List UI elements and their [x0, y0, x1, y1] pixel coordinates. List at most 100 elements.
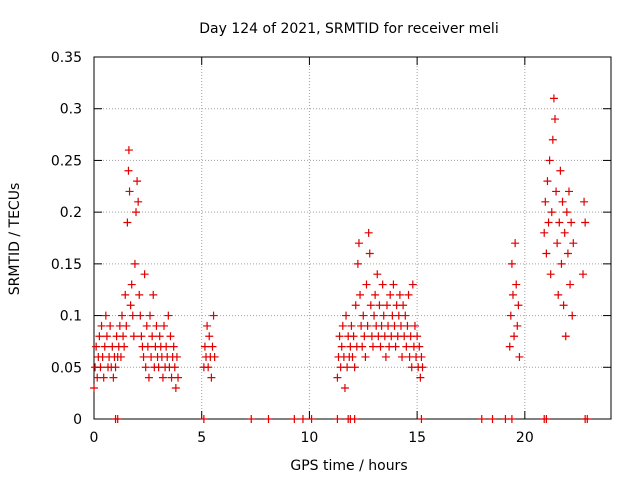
data-point — [540, 228, 549, 237]
data-point — [566, 280, 575, 289]
data-point — [132, 208, 141, 217]
data-point — [200, 342, 209, 351]
data-point — [404, 290, 413, 299]
data-point — [362, 280, 371, 289]
data-point — [395, 290, 404, 299]
data-point — [507, 415, 516, 423]
data-point — [359, 311, 368, 320]
data-point — [130, 259, 139, 268]
data-point — [143, 342, 152, 351]
data-point — [122, 321, 131, 330]
data-point — [541, 197, 550, 206]
data-point — [371, 290, 380, 299]
data-point — [353, 259, 362, 268]
data-point — [164, 311, 173, 320]
data-point — [415, 342, 424, 351]
data-point — [552, 187, 561, 196]
data-point — [360, 332, 369, 341]
y-tick-label: 0.3 — [60, 102, 82, 118]
data-point — [356, 290, 365, 299]
data-point — [556, 166, 565, 175]
data-point — [340, 383, 349, 392]
x-tick-label: 15 — [408, 430, 426, 446]
data-point — [416, 373, 425, 382]
data-point — [563, 249, 572, 258]
data-point — [358, 342, 367, 351]
data-point — [559, 301, 568, 310]
data-point — [203, 321, 212, 330]
data-point — [121, 290, 130, 299]
data-point — [118, 311, 127, 320]
y-axis-ticks: 0 0.05 0.1 0.15 0.2 0.25 0.3 0.35 — [51, 50, 611, 428]
data-point — [477, 415, 486, 423]
data-point — [158, 373, 167, 382]
x-tick-label: 5 — [197, 430, 206, 446]
data-point — [136, 311, 145, 320]
data-point — [510, 332, 519, 341]
data-point — [349, 332, 358, 341]
data-point — [382, 301, 391, 310]
data-point — [515, 352, 524, 361]
data-point — [562, 208, 571, 217]
data-point — [583, 415, 592, 423]
data-point — [580, 197, 589, 206]
data-point — [129, 332, 138, 341]
x-tick-label: 10 — [301, 430, 319, 446]
data-point — [204, 363, 213, 372]
data-point — [398, 352, 407, 361]
data-point — [152, 321, 161, 330]
data-point — [162, 342, 171, 351]
y-axis-label: SRMTID / TECUs — [7, 183, 23, 296]
data-point — [389, 280, 398, 289]
data-point — [370, 311, 379, 320]
y-tick-label: 0.15 — [51, 257, 82, 273]
data-point — [417, 415, 426, 423]
data-point — [514, 301, 523, 310]
data-point — [100, 342, 109, 351]
data-point — [307, 415, 316, 423]
data-point — [99, 373, 108, 382]
data-point — [210, 352, 219, 361]
data-point — [137, 332, 146, 341]
y-tick-label: 0 — [73, 412, 82, 428]
data-point — [106, 321, 115, 330]
data-point — [119, 332, 128, 341]
data-point — [548, 135, 557, 144]
data-point — [144, 373, 153, 382]
data-point — [97, 321, 106, 330]
data-point — [207, 373, 216, 382]
data-point — [554, 290, 563, 299]
data-point — [363, 321, 372, 330]
data-point — [542, 415, 551, 423]
data-point — [127, 280, 136, 289]
data-point — [102, 332, 111, 341]
data-point — [351, 301, 360, 310]
data-point — [561, 332, 570, 341]
data-point — [391, 342, 400, 351]
data-point — [511, 239, 520, 248]
data-point — [364, 228, 373, 237]
data-point — [568, 311, 577, 320]
y-tick-label: 0.2 — [60, 205, 82, 221]
data-point — [166, 332, 175, 341]
x-axis-ticks: 0 5 10 15 20 — [90, 57, 534, 446]
data-point — [578, 270, 587, 279]
data-point — [111, 363, 120, 372]
data-point — [558, 197, 567, 206]
data-point — [506, 311, 515, 320]
data-point — [567, 218, 576, 227]
data-point — [399, 301, 408, 310]
data-point — [381, 352, 390, 361]
data-point — [146, 311, 155, 320]
data-point — [402, 342, 411, 351]
data-point — [348, 352, 357, 361]
data-point — [333, 415, 342, 423]
data-point — [123, 218, 132, 227]
data-point — [333, 373, 342, 382]
data-point — [126, 301, 135, 310]
y-tick-label: 0.05 — [51, 360, 82, 376]
data-point — [505, 342, 514, 351]
data-point — [90, 383, 98, 392]
data-point — [546, 270, 555, 279]
